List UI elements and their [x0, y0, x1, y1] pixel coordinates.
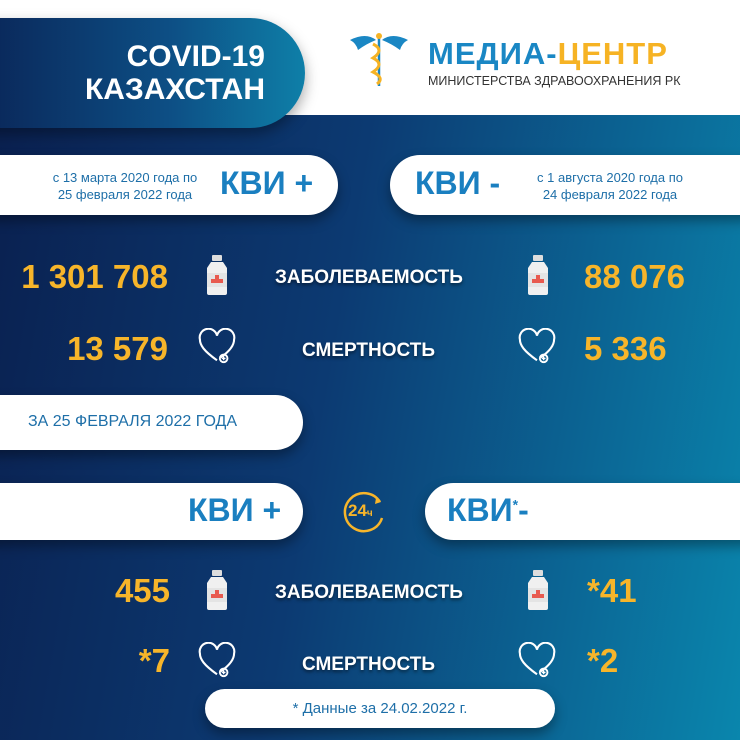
period-negative: с 1 августа 2020 года по 24 февраля 2022 … — [515, 169, 705, 203]
period-line: 24 февраля 2022 года — [542, 187, 678, 202]
kvi-negative-label: КВИ - — [415, 165, 501, 201]
date-pill: ЗА 25 ФЕВРАЛЯ 2022 ГОДА — [0, 395, 303, 450]
bottle-icon — [204, 570, 230, 610]
asterisk: * — [512, 496, 519, 513]
kvi-positive-label: КВИ + — [220, 165, 314, 201]
title-line-1: COVID-19 — [126, 40, 265, 73]
morbidity-label: ЗАБОЛЕВАЕМОСТЬ — [275, 267, 463, 288]
heart-icon — [198, 642, 236, 680]
logo-title: МЕДИА-ЦЕНТР — [428, 36, 668, 72]
mortality-label: СМЕРТНОСТЬ — [302, 340, 436, 361]
badge-unit: ч — [366, 508, 373, 519]
period-line: с 13 марта 2020 года по — [52, 170, 198, 185]
mortality-label: СМЕРТНОСТЬ — [302, 654, 436, 675]
daily-mortality-negative: *2 — [587, 642, 619, 679]
heart-icon — [518, 642, 556, 680]
heart-icon — [518, 328, 556, 366]
heart-icon — [198, 328, 236, 366]
daily-morbidity-negative: *41 — [587, 572, 637, 609]
cumulative-negative-pill: КВИ - с 1 августа 2020 года по 24 февраля… — [390, 155, 740, 215]
daily-positive-pill: КВИ + — [0, 483, 303, 540]
logo-part-2: ЦЕНТР — [557, 36, 668, 71]
kvi-positive-label: КВИ + — [188, 492, 282, 528]
period-line: с 1 августа 2020 года по — [537, 170, 683, 185]
footnote: * Данные за 24.02.2022 г. — [205, 689, 555, 728]
bottle-icon — [204, 255, 230, 295]
badge-number: 24 — [348, 501, 367, 520]
daily-mortality-positive: *7 — [138, 642, 170, 679]
caduceus-logo-icon — [350, 33, 408, 86]
24h-badge: 24ч — [340, 488, 388, 536]
period-positive: с 13 марта 2020 года по 25 февраля 2022 г… — [25, 169, 225, 203]
cumulative-positive-pill: с 13 марта 2020 года по 25 февраля 2022 г… — [0, 155, 338, 215]
logo-subtitle: МИНИСТЕРСТВА ЗДРАВООХРАНЕНИЯ РК — [428, 74, 681, 88]
page-title: COVID-19 КАЗАХСТАН — [0, 18, 305, 128]
bottle-icon — [525, 570, 551, 610]
cumulative-morbidity-negative: 88 076 — [584, 258, 685, 295]
morbidity-label: ЗАБОЛЕВАЕМОСТЬ — [275, 582, 463, 603]
daily-negative-pill: КВИ*- — [425, 483, 740, 540]
cumulative-mortality-negative: 5 336 — [584, 330, 667, 367]
title-line-2: КАЗАХСТАН — [85, 73, 265, 106]
cumulative-morbidity-positive: 1 301 708 — [21, 258, 168, 295]
bottle-icon — [525, 255, 551, 295]
date-label: ЗА 25 ФЕВРАЛЯ 2022 ГОДА — [28, 413, 238, 430]
clock-arrow-icon — [343, 491, 384, 533]
kvi-negative-label: КВИ — [447, 492, 513, 528]
cumulative-mortality-positive: 13 579 — [67, 330, 168, 367]
logo-part-1: МЕДИА- — [428, 36, 558, 71]
period-line: 25 февраля 2022 года — [57, 187, 193, 202]
daily-morbidity-positive: 455 — [114, 572, 170, 609]
minus-sign: - — [518, 492, 529, 528]
